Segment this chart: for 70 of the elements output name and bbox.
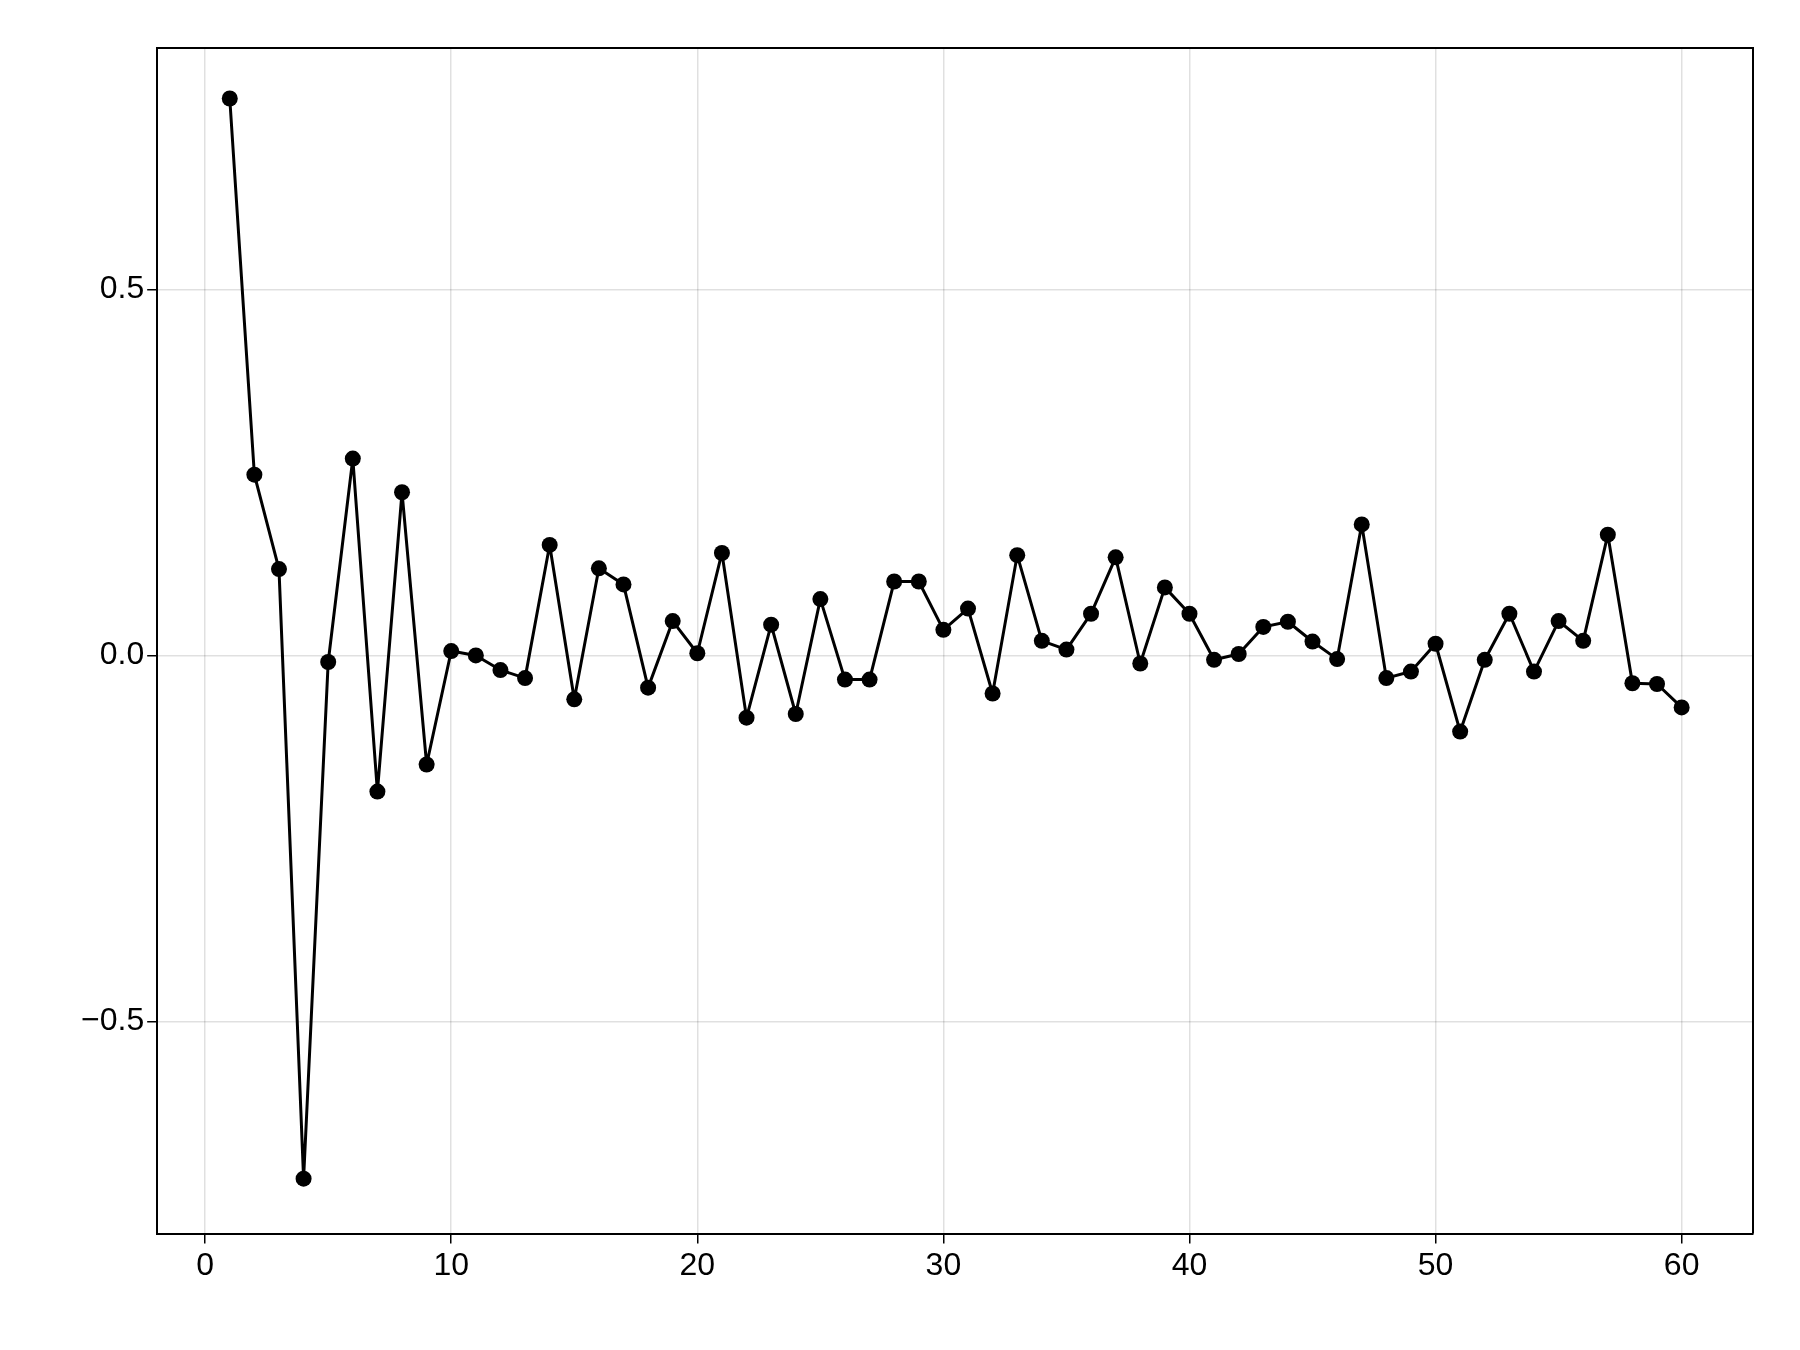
x-tick-label: 40 <box>1171 1245 1208 1282</box>
point <box>1230 645 1247 662</box>
point <box>394 484 411 501</box>
point <box>1353 516 1370 533</box>
point <box>344 450 361 467</box>
x-tick-label: 60 <box>1663 1245 1700 1282</box>
y-tick-label: 0.0 <box>99 635 145 672</box>
point <box>221 90 238 107</box>
point <box>1132 655 1149 672</box>
point <box>640 679 657 696</box>
point <box>1279 613 1296 630</box>
point <box>270 561 287 578</box>
point <box>1427 635 1444 652</box>
x-tick-label: 30 <box>925 1245 962 1282</box>
point <box>1304 633 1321 650</box>
point <box>836 671 853 688</box>
point <box>1329 651 1346 668</box>
point <box>713 544 730 561</box>
point <box>541 536 558 553</box>
point <box>1156 579 1173 596</box>
point <box>1378 670 1395 687</box>
point <box>984 685 1001 702</box>
x-tick-label: 10 <box>433 1245 470 1282</box>
point <box>1525 663 1542 680</box>
point <box>369 783 386 800</box>
x-tick-label: 20 <box>679 1245 716 1282</box>
point <box>1402 663 1419 680</box>
point <box>861 671 878 688</box>
point <box>1083 605 1100 622</box>
point <box>492 662 509 679</box>
point <box>1501 605 1518 622</box>
point <box>910 573 927 590</box>
point <box>1550 613 1567 630</box>
point <box>517 670 534 687</box>
point <box>590 560 607 577</box>
point <box>812 591 829 608</box>
point <box>664 613 681 630</box>
point <box>320 654 337 671</box>
point <box>738 709 755 726</box>
point <box>886 573 903 590</box>
point <box>1033 632 1050 649</box>
x-tick-label: 0 <box>196 1245 215 1282</box>
point <box>763 616 780 633</box>
point <box>246 466 263 483</box>
point <box>960 600 977 617</box>
point <box>566 691 583 708</box>
point <box>935 621 952 638</box>
point <box>689 645 706 662</box>
point <box>443 643 460 660</box>
point <box>1009 547 1026 564</box>
point <box>1476 651 1493 668</box>
point <box>1452 723 1469 740</box>
point <box>1673 699 1690 716</box>
point <box>1107 549 1124 566</box>
x-tick-label: 50 <box>1417 1245 1454 1282</box>
y-tick-label: 0.5 <box>99 269 145 306</box>
point <box>418 756 435 773</box>
point <box>1624 675 1641 692</box>
point <box>1255 618 1272 635</box>
point <box>1575 632 1592 649</box>
point <box>1058 641 1075 658</box>
point <box>1181 605 1198 622</box>
point <box>467 647 484 664</box>
point <box>787 705 804 722</box>
point <box>295 1170 312 1187</box>
point <box>1649 675 1666 692</box>
point <box>1206 651 1223 668</box>
y-tick-label: −0.5 <box>81 1001 145 1038</box>
point <box>615 576 632 593</box>
point <box>1599 526 1616 543</box>
